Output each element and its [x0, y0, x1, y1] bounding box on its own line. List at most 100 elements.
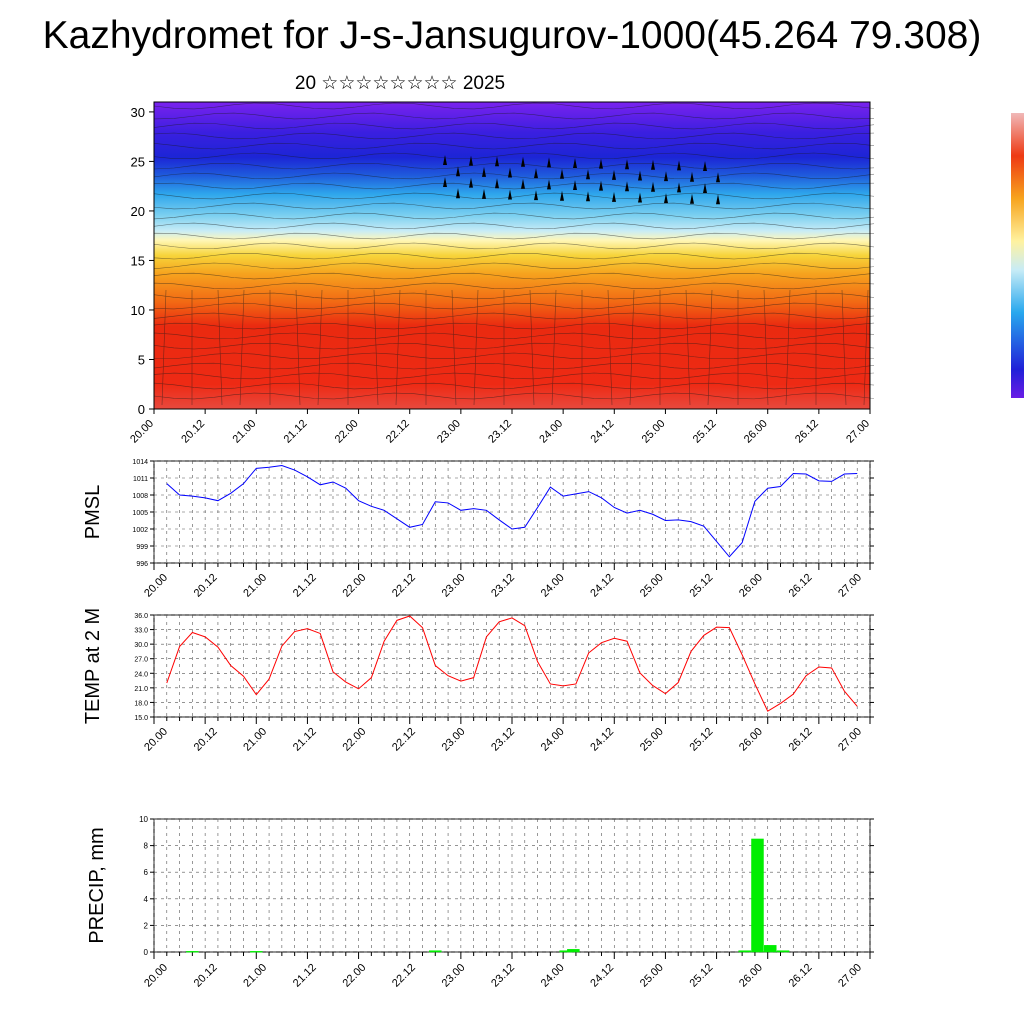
jet-arrow	[508, 167, 512, 178]
jet-arrow	[482, 188, 486, 199]
pmsl-y-tick-label: 1008	[132, 493, 148, 500]
jet-arrow	[521, 178, 525, 189]
precip-y-tick-label: 4	[144, 895, 149, 904]
temp-y-tick-label: 33.0	[134, 628, 148, 635]
jet-arrow	[599, 180, 603, 191]
barb-stem	[607, 289, 613, 406]
temp-y-tick-label: 18.0	[134, 700, 148, 707]
jet-arrow	[586, 191, 590, 202]
pmsl-x-tick-label: 23.12	[489, 572, 517, 600]
cross-section-y-tick-label: 20	[131, 204, 145, 219]
chart-subtitle: 20 ☆☆☆☆☆☆☆☆ 2025	[294, 73, 506, 94]
barb-stem	[451, 289, 457, 406]
barb-stem	[763, 289, 769, 406]
barb-row	[153, 122, 875, 130]
jet-arrow	[573, 180, 577, 190]
barb-stem	[473, 289, 479, 406]
precip-y-tick-label: 2	[144, 921, 149, 930]
cross-section-x-tick-label: 22.12	[384, 418, 412, 446]
jet-arrow	[703, 183, 707, 193]
barb-stem	[529, 289, 535, 406]
barb-row	[153, 232, 875, 240]
precip-bar	[764, 945, 777, 953]
barb-stem	[685, 289, 691, 406]
barb-row	[153, 222, 875, 230]
barb-row	[153, 112, 875, 120]
cross-section-x-tick-label: 24.00	[537, 418, 565, 446]
precip-bar	[250, 951, 263, 953]
barb-row	[153, 202, 875, 210]
cross-section-x-tick-label: 21.00	[230, 418, 258, 446]
temp-y-tick-label: 36.0	[134, 613, 148, 620]
precip-x-tick-label: 26.12	[787, 962, 815, 990]
pmsl-y-tick-label: 1014	[132, 459, 148, 466]
jet-arrow	[664, 171, 668, 182]
barb-row	[153, 212, 875, 220]
barb-row	[153, 272, 875, 280]
precip-bar	[429, 950, 442, 953]
precip-x-tick-label: 24.00	[539, 962, 567, 990]
temp-y-axis: 15.0 18.0 21.0 24.0 27.0 30.0 33.0 36.0	[134, 613, 874, 724]
barb-stem	[785, 289, 791, 406]
jet-arrow	[521, 156, 525, 167]
cross-section-x-tick-label: 22.00	[333, 418, 361, 446]
jet-arrow	[573, 158, 577, 168]
pmsl-x-tick-label: 20.12	[192, 572, 220, 600]
cross-section-x-tick-label: 25.12	[691, 418, 719, 446]
temp-x-tick-label: 25.12	[687, 726, 715, 754]
jet-arrow	[638, 192, 642, 203]
jet-arrow	[547, 157, 551, 168]
barb-row	[153, 132, 875, 140]
pmsl-x-tick-label: 23.00	[440, 572, 468, 600]
cross-section-y-tick-label: 0	[138, 402, 145, 417]
cross-section-y-tick-label: 15	[131, 253, 145, 268]
jet-arrow	[690, 171, 694, 182]
temp-series-line	[166, 615, 858, 712]
jet-arrow	[495, 178, 499, 189]
barb-stem	[161, 289, 167, 406]
precip-bar	[738, 950, 751, 953]
chart-title: Kazhydromet for J-s-Jansugurov-1000(45.2…	[42, 14, 982, 57]
temp-y-tick-label: 15.0	[134, 715, 148, 722]
pmsl-x-axis: 20.00 20.12 21.00 21.12 22.00 22.12 23.00 23.12…	[142, 572, 864, 600]
jet-arrow	[456, 188, 460, 199]
barb-row	[153, 252, 875, 260]
pmsl-x-tick-label: 26.12	[787, 572, 815, 600]
precip-x-tick-label: 27.00	[836, 962, 864, 990]
precip-x-tick-label: 20.00	[142, 962, 170, 990]
barb-row	[153, 192, 875, 200]
jet-arrow	[664, 193, 668, 204]
precip-y-tick-label: 0	[144, 948, 149, 957]
pmsl-y-axis-title: PMSL	[82, 485, 104, 539]
jet-arrow	[599, 158, 603, 169]
precip-y-axis-title: PRECIP, mm	[86, 827, 108, 943]
precip-x-tick-label: 21.12	[291, 962, 319, 990]
precip-x-axis: 20.00 20.12 21.00 21.12 22.00 22.12 23.00 23.12…	[142, 962, 864, 990]
pmsl-x-tick-label: 22.12	[390, 572, 418, 600]
jet-arrow	[560, 168, 564, 179]
precip-x-tick-label: 22.00	[340, 962, 368, 990]
barb-stem	[707, 289, 713, 406]
pmsl-y-tick-label: 1002	[132, 527, 148, 534]
barb-row	[153, 282, 875, 290]
temp-x-tick-label: 22.00	[340, 726, 368, 754]
cross-section-y-tick-label: 25	[131, 154, 145, 169]
jet-arrow	[469, 155, 473, 166]
precip-y-tick-label: 6	[144, 868, 149, 877]
cross-section-x-tick-label: 27.00	[844, 418, 872, 446]
temp-x-tick-label: 24.00	[539, 726, 567, 754]
precip-y-tick-label: 8	[144, 842, 149, 851]
cross-section-x-tick-label: 20.12	[179, 418, 207, 446]
jet-arrow	[716, 172, 720, 183]
cross-section-x-tick-label: 26.00	[742, 418, 770, 446]
barb-row	[153, 242, 875, 250]
jet-arrow	[677, 182, 681, 193]
pmsl-x-tick-label: 20.00	[142, 572, 170, 600]
precip-y-axis: 0 2 4 6 8 10	[139, 815, 874, 959]
cross-section-y-axis: 0 5 10 15 20 25 30	[131, 105, 871, 417]
precip-x-tick-label: 23.00	[440, 962, 468, 990]
jet-arrow	[534, 190, 538, 201]
pmsl-x-tick-label: 22.00	[340, 572, 368, 600]
jet-arrow	[508, 189, 512, 200]
pmsl-y-tick-label: 996	[136, 561, 148, 568]
